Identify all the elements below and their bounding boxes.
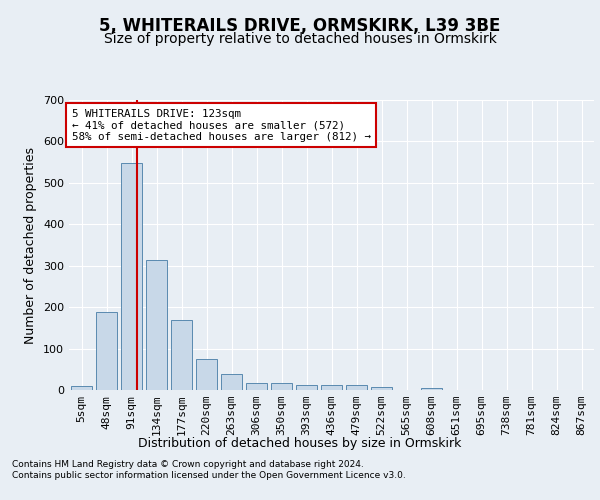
Bar <box>371 386 392 390</box>
Text: Contains HM Land Registry data © Crown copyright and database right 2024.: Contains HM Land Registry data © Crown c… <box>12 460 364 469</box>
Y-axis label: Number of detached properties: Number of detached properties <box>25 146 37 344</box>
Bar <box>121 163 142 390</box>
Text: 5, WHITERAILS DRIVE, ORMSKIRK, L39 3BE: 5, WHITERAILS DRIVE, ORMSKIRK, L39 3BE <box>100 18 500 36</box>
Bar <box>346 384 367 390</box>
Text: Distribution of detached houses by size in Ormskirk: Distribution of detached houses by size … <box>139 438 461 450</box>
Bar <box>71 386 92 390</box>
Bar <box>96 312 117 390</box>
Text: Size of property relative to detached houses in Ormskirk: Size of property relative to detached ho… <box>104 32 496 46</box>
Bar <box>171 320 192 390</box>
Text: 5 WHITERAILS DRIVE: 123sqm
← 41% of detached houses are smaller (572)
58% of sem: 5 WHITERAILS DRIVE: 123sqm ← 41% of deta… <box>71 108 371 142</box>
Bar <box>196 359 217 390</box>
Bar <box>246 382 267 390</box>
Bar <box>296 385 317 390</box>
Text: Contains public sector information licensed under the Open Government Licence v3: Contains public sector information licen… <box>12 471 406 480</box>
Bar <box>221 374 242 390</box>
Bar <box>421 388 442 390</box>
Bar <box>271 383 292 390</box>
Bar <box>321 384 342 390</box>
Bar <box>146 260 167 390</box>
